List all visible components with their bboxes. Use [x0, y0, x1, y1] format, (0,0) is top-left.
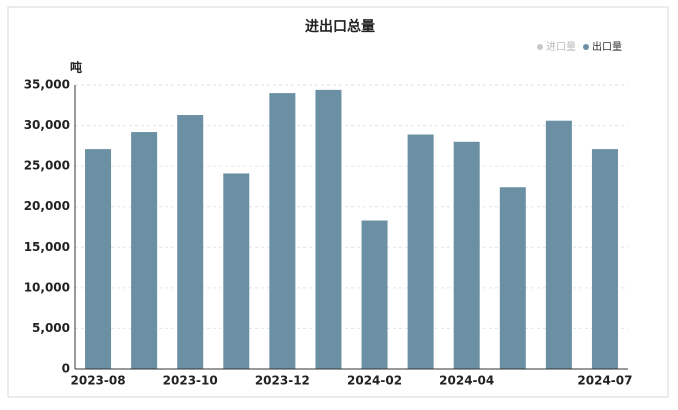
bar: [453, 141, 480, 369]
y-tick-label: 15,000: [24, 240, 70, 254]
bar: [85, 149, 112, 369]
legend-label: 进口量: [546, 41, 576, 53]
y-tick-label: 0: [62, 362, 70, 376]
x-tick-label: 2023-12: [255, 374, 310, 388]
y-tick-label: 10,000: [24, 280, 70, 294]
x-tick-label: 2023-08: [71, 374, 126, 388]
bar: [223, 173, 250, 369]
y-unit: 吨: [70, 60, 82, 75]
bar: [361, 220, 388, 369]
bar: [177, 115, 204, 369]
legend-marker: [583, 44, 589, 50]
bar: [269, 93, 296, 369]
y-tick-label: 25,000: [24, 159, 70, 173]
bar: [591, 149, 618, 369]
bar: [545, 120, 572, 370]
bar: [131, 132, 158, 369]
x-tick-label: 2024-04: [439, 374, 494, 388]
y-tick-label: 35,000: [24, 78, 70, 92]
y-tick-label: 30,000: [24, 118, 70, 132]
bar: [315, 89, 342, 370]
legend-label: 出口量: [592, 40, 622, 53]
x-tick-label: 2024-07: [577, 374, 632, 388]
bar: [499, 187, 526, 369]
x-tick-label: 2024-02: [347, 374, 402, 388]
y-tick-label: 20,000: [24, 199, 70, 213]
y-tick-label: 5,000: [32, 321, 70, 335]
bar: [407, 134, 434, 369]
chart-title: 进出口总量: [305, 18, 375, 35]
legend-marker: [537, 44, 543, 50]
x-tick-label: 2023-10: [163, 374, 218, 388]
